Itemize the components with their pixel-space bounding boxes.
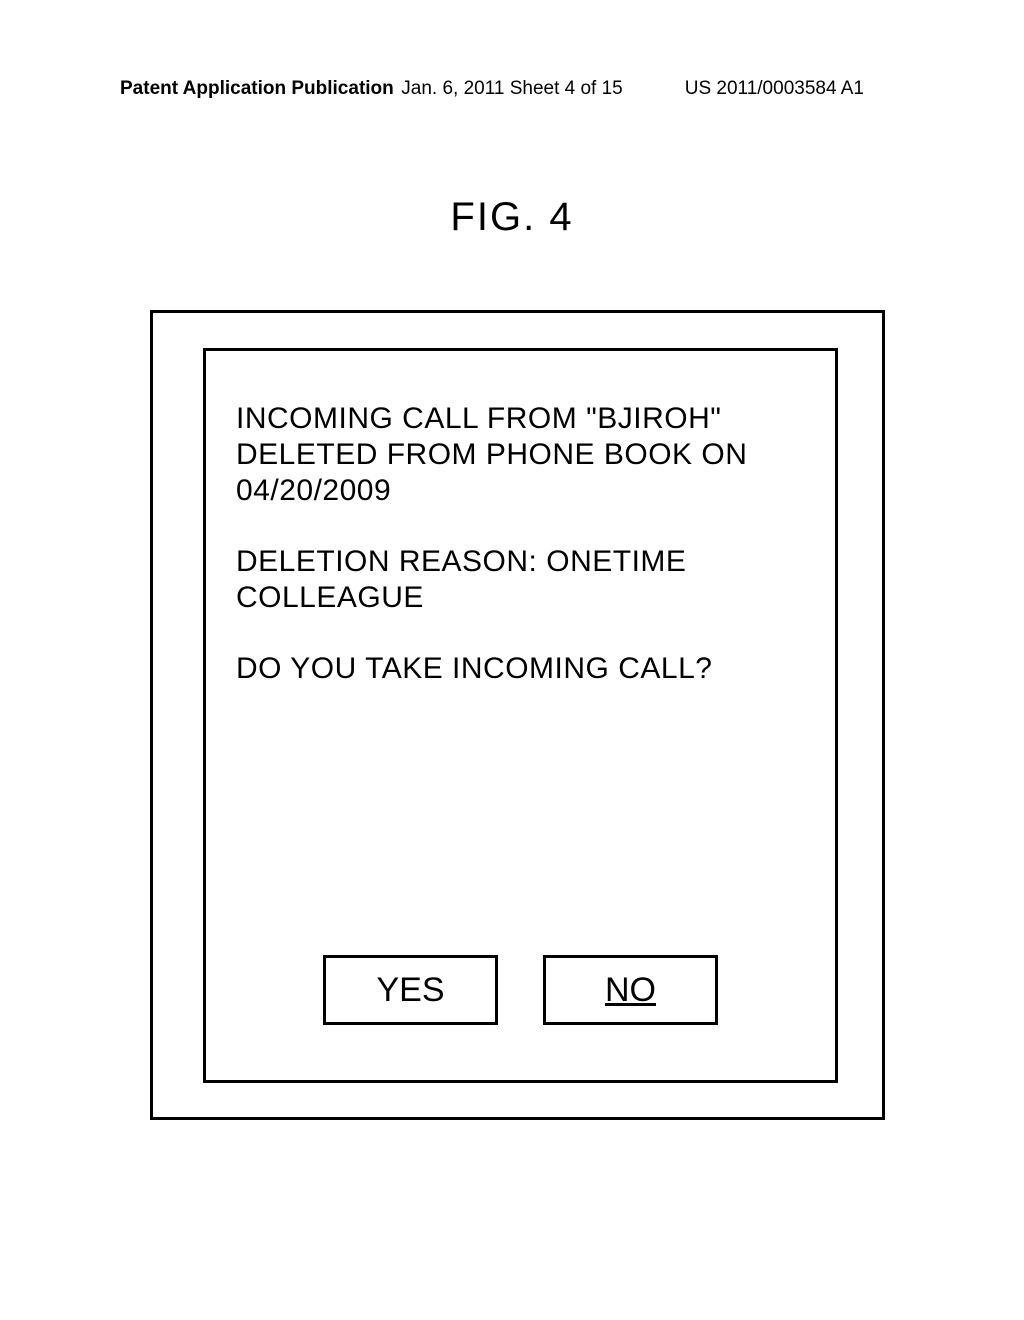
yes-button-label: YES: [376, 971, 444, 1010]
header-center: Jan. 6, 2011 Sheet 4 of 15: [401, 78, 623, 100]
button-row: YES NO: [206, 955, 835, 1025]
header-left: Patent Application Publication: [120, 78, 394, 100]
dialog-message-2: DELETION REASON: ONETIME COLLEAGUE: [236, 544, 805, 616]
page-header: Patent Application Publication Jan. 6, 2…: [0, 78, 1024, 100]
dialog-message-3: DO YOU TAKE INCOMING CALL?: [236, 651, 805, 687]
header-right: US 2011/0003584 A1: [685, 78, 864, 100]
no-button-label: NO: [605, 971, 656, 1010]
figure-title: FIG. 4: [450, 195, 573, 240]
yes-button[interactable]: YES: [323, 955, 498, 1025]
no-button[interactable]: NO: [543, 955, 718, 1025]
dialog-frame: INCOMING CALL FROM "BJIROH" DELETED FROM…: [203, 348, 838, 1083]
outer-frame: INCOMING CALL FROM "BJIROH" DELETED FROM…: [150, 310, 885, 1120]
dialog-message-1: INCOMING CALL FROM "BJIROH" DELETED FROM…: [236, 401, 805, 509]
